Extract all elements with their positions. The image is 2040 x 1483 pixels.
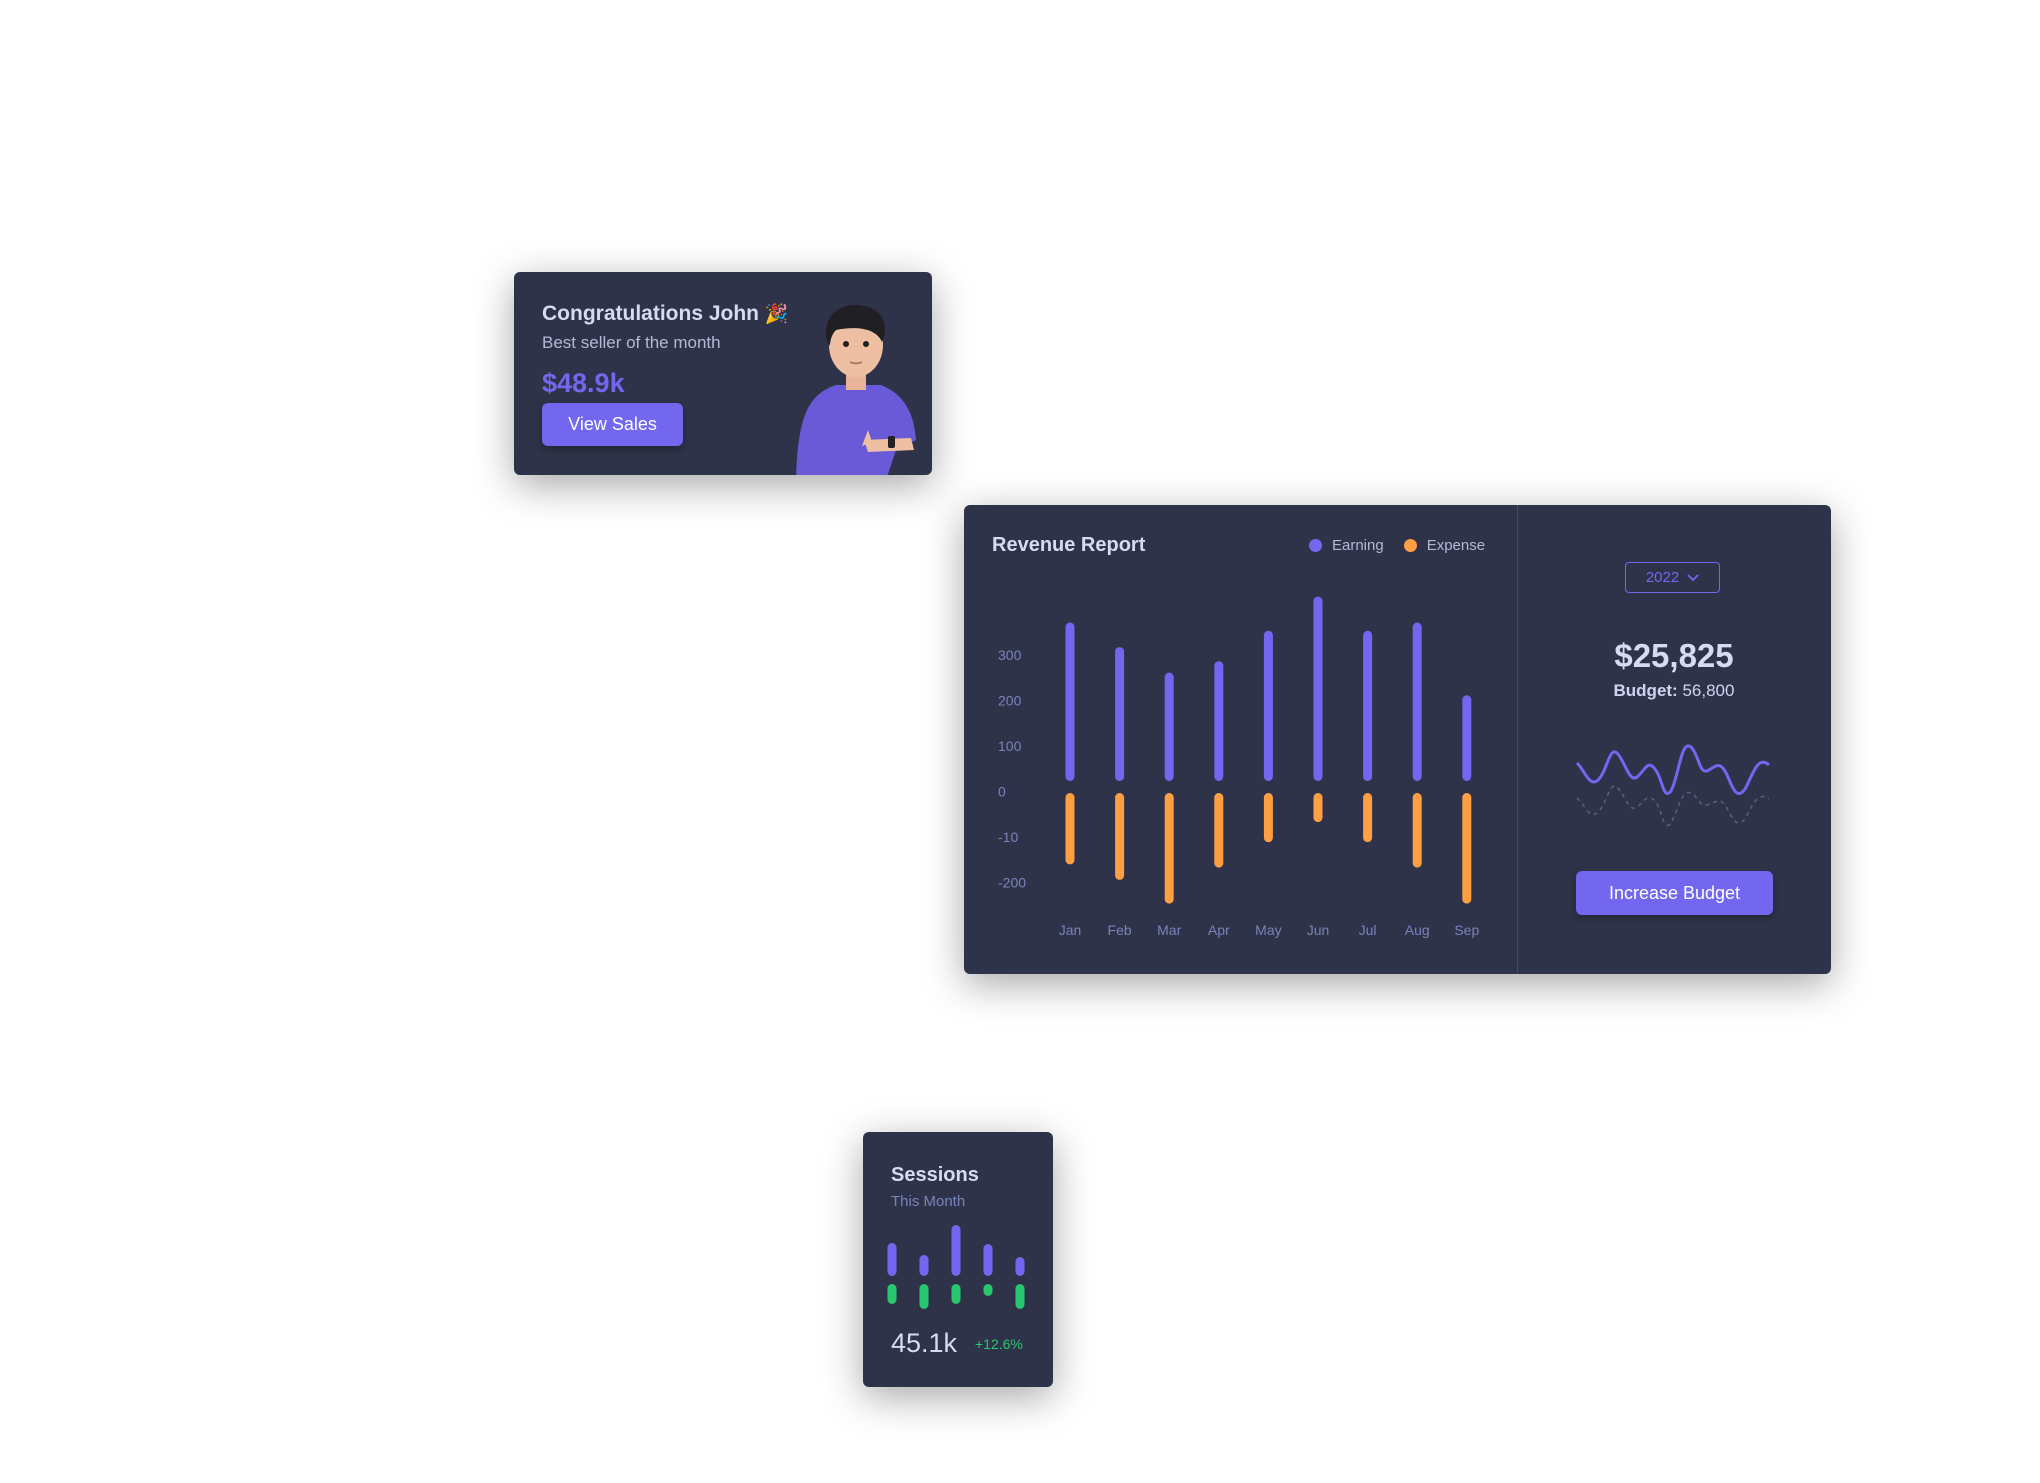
x-tick-label: Sep (1454, 922, 1479, 938)
sessions-title: Sessions (891, 1164, 979, 1186)
legend-earning: Earning (1332, 537, 1384, 554)
earning-bar (1164, 672, 1174, 781)
x-tick-label: Jul (1359, 922, 1377, 938)
x-tick-label: Feb (1108, 922, 1132, 938)
sessions-bar-chart (887, 1225, 1025, 1309)
x-tick-label: Jan (1059, 922, 1082, 938)
sessions-subtitle: This Month (891, 1193, 966, 1210)
character-illustration (796, 305, 916, 475)
sessions-bar-primary (919, 1255, 929, 1276)
sessions-bar-primary (887, 1243, 897, 1276)
increase-budget-button[interactable]: Increase Budget (1576, 871, 1773, 915)
sessions-bar-secondary (951, 1284, 961, 1304)
card-divider (1517, 505, 1518, 974)
expense-bar (1164, 793, 1174, 904)
sessions-bar-secondary (887, 1284, 897, 1304)
budget-sparkline (1575, 744, 1770, 827)
sessions-bar-secondary (1015, 1284, 1025, 1309)
legend: Earning Expense (1309, 537, 1485, 554)
y-tick-label: 0 (998, 784, 1006, 800)
y-tick-label: -10 (998, 829, 1018, 845)
congrats-subtitle: Best seller of the month (542, 333, 721, 352)
year-dropdown[interactable]: 2022 (1625, 562, 1720, 593)
x-tick-label: Apr (1208, 922, 1230, 938)
sessions-bar-primary (983, 1244, 993, 1276)
sessions-card: Sessions This Month 45.1k +12.6% (863, 1132, 1053, 1387)
legend-dot-earning (1309, 539, 1322, 552)
revenue-report-card: Revenue Report Earning Expense 300 200 100… (964, 505, 1831, 974)
earning-bar (1363, 630, 1373, 781)
budget-label: Budget: (1613, 681, 1678, 700)
sessions-bar-primary (951, 1225, 961, 1276)
expense-bar (1115, 793, 1125, 880)
legend-expense: Expense (1426, 537, 1486, 554)
chevron-down-icon (1687, 573, 1699, 581)
sessions-change: +12.6% (975, 1336, 1023, 1352)
earning-bar (1313, 596, 1323, 781)
expense-bar (1214, 793, 1224, 868)
x-tick-label: Aug (1405, 922, 1430, 938)
x-tick-label: Jun (1307, 922, 1330, 938)
expense-bar (1313, 793, 1323, 823)
sessions-bar-secondary (983, 1284, 993, 1296)
y-tick-label: -200 (998, 875, 1026, 891)
congrats-amount: $48.9k (542, 368, 625, 398)
budget-line: Budget: 56,800 (1517, 681, 1831, 701)
revenue-title: Revenue Report (992, 534, 1146, 556)
x-tick-label: Mar (1157, 922, 1181, 938)
x-tick-label: May (1255, 922, 1281, 938)
y-tick-label: 100 (998, 738, 1022, 754)
sessions-bar-primary (1015, 1257, 1025, 1276)
congratulations-card: Congratulations John 🎉 Best seller of th… (514, 272, 932, 475)
revenue-total: $25,825 (1614, 637, 1734, 674)
sessions-bar-secondary (919, 1284, 929, 1309)
earning-bar (1065, 622, 1075, 781)
earning-bar (1214, 661, 1224, 781)
earning-bar (1462, 695, 1472, 781)
congrats-title: Congratulations John (542, 302, 759, 325)
earning-bar (1115, 647, 1125, 781)
sessions-value: 45.1k (891, 1328, 958, 1358)
expense-bar (1065, 793, 1075, 865)
party-popper-icon: 🎉 (764, 304, 789, 325)
expense-bar (1462, 793, 1472, 904)
earning-bar (1412, 622, 1422, 781)
y-tick-label: 200 (998, 693, 1022, 709)
expense-bar (1363, 793, 1373, 843)
budget-value: 56,800 (1682, 681, 1735, 700)
year-value: 2022 (1645, 569, 1680, 586)
view-sales-button[interactable]: View Sales (542, 403, 683, 446)
expense-bar (1412, 793, 1422, 868)
earning-bar (1263, 630, 1273, 781)
expense-bar (1263, 793, 1273, 843)
y-tick-label: 300 (998, 647, 1022, 663)
revenue-bar-chart: 300 200 100 0 -10 -200 Jan Feb Mar Apr May Jun Jul Au… (998, 596, 1479, 938)
legend-dot-expense (1403, 539, 1417, 552)
